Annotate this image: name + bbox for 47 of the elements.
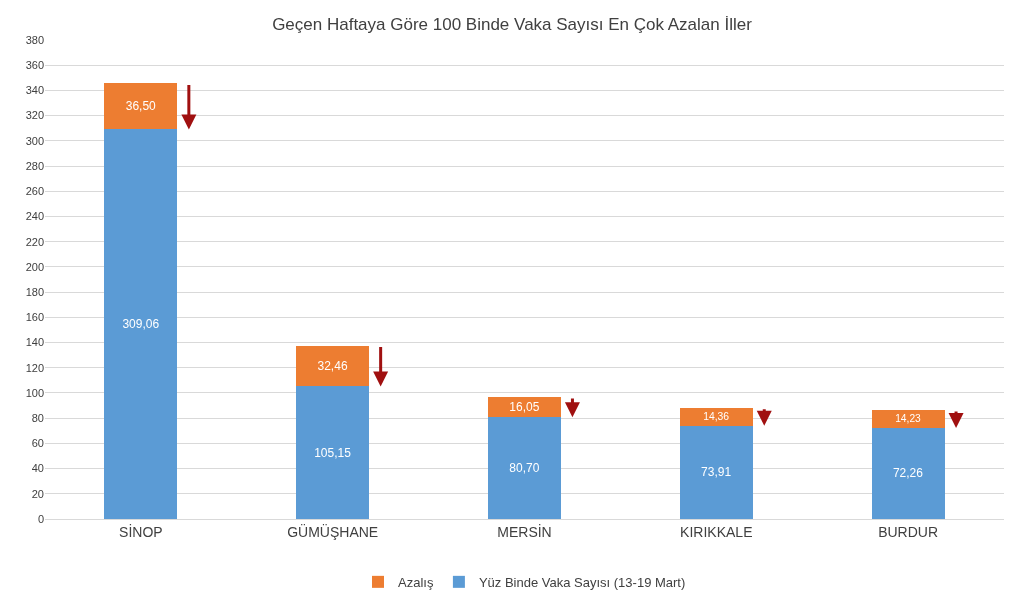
y-tick-label: 100 (25, 386, 44, 399)
y-tick-label: 300 (25, 134, 44, 147)
y-tick-label: 240 (25, 210, 44, 223)
legend-label: Yüz Binde Vaka Sayısı (13-19 Mart) (478, 574, 686, 590)
data-label: 14,36 (703, 411, 730, 423)
y-tick-label: 120 (25, 361, 44, 374)
y-tick-label: 360 (25, 59, 44, 72)
bar (679, 425, 753, 519)
y-tick-label: 80 (31, 412, 44, 425)
bar (871, 427, 945, 519)
x-tick-label: MERSİN (497, 522, 552, 540)
x-tick-label: KIRIKKALE (680, 523, 753, 540)
x-tick-label: SİNOP (119, 522, 163, 540)
y-tick-label: 160 (25, 311, 44, 324)
y-tick-label: 260 (25, 185, 44, 198)
y-tick-label: 60 (31, 437, 44, 450)
bar (871, 409, 945, 428)
data-label: 105,15 (314, 445, 352, 460)
bar (488, 417, 561, 519)
y-tick-label: 180 (25, 285, 44, 298)
y-tick-label: 20 (31, 487, 44, 500)
y-tick-label: 200 (25, 260, 44, 273)
bar (296, 345, 370, 387)
data-label: 36,50 (125, 99, 157, 114)
bar (296, 386, 370, 519)
data-label: 80,70 (509, 461, 540, 476)
data-label: 72,26 (892, 466, 924, 481)
y-tick-label: 380 (25, 33, 44, 46)
y-tick-label: 0 (37, 512, 44, 525)
data-label: 73,91 (701, 465, 732, 480)
data-label: 16,05 (509, 400, 540, 415)
data-label: 14,23 (895, 413, 922, 425)
y-tick-label: 220 (25, 235, 44, 248)
data-label: 309,06 (122, 317, 160, 332)
bar (104, 129, 178, 519)
bar (104, 83, 178, 130)
y-tick-label: 40 (31, 462, 44, 475)
y-tick-label: 340 (25, 84, 44, 97)
y-tick-label: 140 (25, 336, 44, 349)
legend-label: Azalış (398, 574, 434, 590)
y-tick-label: 320 (25, 109, 44, 122)
y-tick-label: 280 (25, 159, 44, 172)
chart-title: Geçen Haftaya Göre 100 Binde Vaka Sayısı En Çok Azalan İller (272, 15, 753, 35)
data-label: 32,46 (317, 359, 348, 373)
x-tick-label: BURDUR (878, 523, 939, 540)
bar (679, 407, 753, 426)
x-tick-label: GÜMÜŞHANE (287, 522, 379, 540)
